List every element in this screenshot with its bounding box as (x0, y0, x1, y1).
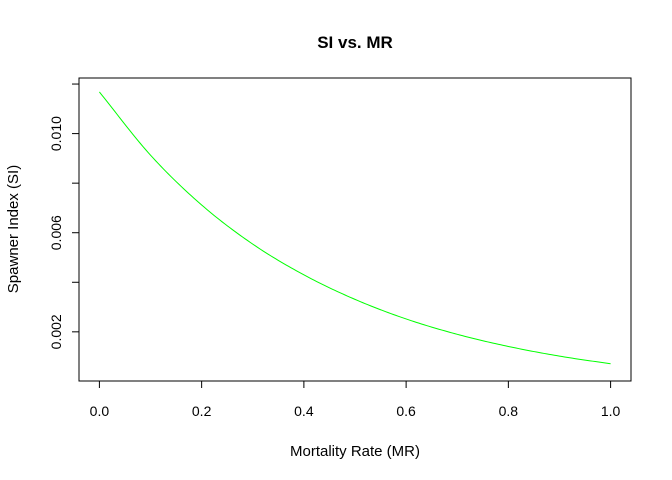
x-axis: 0.0 0.2 0.4 0.6 0.8 1.0 (90, 380, 621, 419)
y-tick-label: 0.010 (48, 116, 64, 151)
x-tick-label: 0.8 (499, 403, 519, 419)
x-axis-label: Mortality Rate (MR) (290, 443, 420, 460)
x-tick-label: 0.2 (192, 403, 212, 419)
y-tick-label: 0.002 (48, 314, 64, 349)
y-tick-label: 0.006 (48, 215, 64, 250)
x-tick-label: 1.0 (601, 403, 621, 419)
x-tick-label: 0.6 (396, 403, 416, 419)
series-layer (99, 91, 611, 365)
chart-title: SI vs. MR (317, 33, 393, 52)
y-axis-label: Spawner Index (SI) (5, 165, 22, 293)
x-tick-label: 0.4 (294, 403, 314, 419)
plot-frame (78, 77, 632, 382)
y-axis: 0.002 0.006 0.010 (48, 83, 80, 349)
x-tick-label: 0.0 (90, 403, 110, 419)
series-line-0 (99, 91, 611, 365)
